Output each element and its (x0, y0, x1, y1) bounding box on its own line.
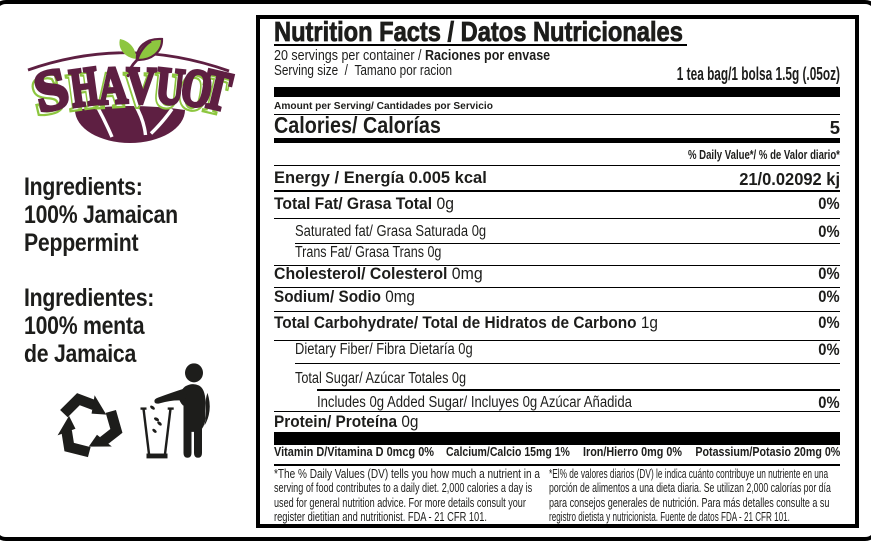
svg-text:V: V (122, 62, 153, 120)
svg-text:A: A (93, 61, 125, 121)
svg-text:V: V (126, 57, 157, 115)
svg-text:A: A (97, 56, 129, 116)
